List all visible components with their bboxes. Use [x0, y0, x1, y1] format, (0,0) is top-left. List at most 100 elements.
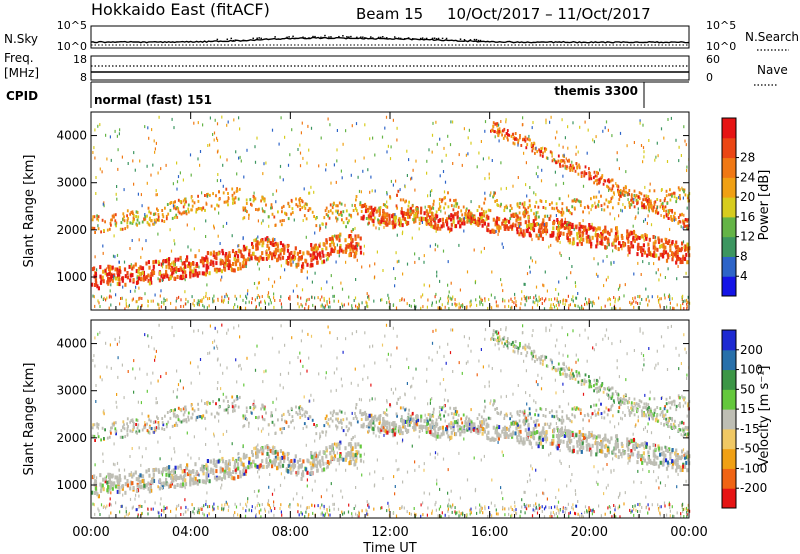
power-cell	[632, 235, 635, 240]
power-cell	[205, 235, 207, 238]
power-cell	[159, 271, 162, 276]
power-cell	[501, 133, 503, 137]
velocity-cell	[535, 441, 538, 446]
power-cell	[582, 307, 584, 311]
velocity-cell	[273, 423, 276, 427]
velocity-cell	[205, 478, 208, 483]
power-cell	[94, 304, 96, 308]
power-cell	[323, 216, 326, 220]
power-cell	[488, 156, 490, 160]
power-cell	[144, 213, 146, 216]
power-cell	[129, 247, 131, 250]
power-cell	[223, 267, 227, 272]
freq-label: Freq.	[4, 51, 34, 65]
power-cell	[537, 165, 539, 169]
power-cell	[510, 206, 513, 210]
power-cell	[289, 153, 291, 157]
power-cell	[279, 299, 281, 302]
power-cell	[591, 235, 594, 240]
velocity-cell	[617, 410, 620, 414]
power-cell	[683, 222, 686, 226]
power-cell	[678, 145, 680, 149]
power-cell	[264, 237, 267, 242]
power-cell	[173, 239, 175, 243]
power-cell	[674, 217, 677, 221]
power-cell	[204, 208, 206, 212]
power-cell	[165, 259, 168, 263]
power-cell	[398, 259, 400, 263]
velocity-cell	[572, 445, 575, 450]
power-cell	[566, 223, 568, 227]
power-cell	[445, 219, 448, 224]
power-cell	[443, 146, 445, 150]
power-cell	[300, 131, 302, 135]
power-cell	[128, 303, 130, 307]
power-cell	[524, 212, 526, 216]
power-cell	[355, 195, 358, 198]
power-cell	[105, 267, 108, 271]
velocity-cell	[459, 432, 462, 437]
power-cell	[454, 302, 456, 306]
power-cell	[358, 306, 360, 310]
power-cell	[438, 306, 440, 310]
power-cell	[657, 295, 659, 299]
power-cell	[157, 209, 159, 212]
power-cell	[364, 123, 366, 127]
power-cell	[124, 282, 127, 287]
power-cell	[265, 203, 267, 207]
power-cell	[484, 197, 487, 201]
noise-point	[431, 37, 434, 40]
velocity-cell	[240, 462, 243, 467]
velocity-cell	[173, 414, 175, 418]
velocity-cell	[195, 470, 198, 475]
power-cell	[426, 213, 429, 218]
power-cell	[176, 206, 179, 210]
power-cell	[666, 160, 669, 163]
velocity-cell	[287, 469, 290, 474]
velocity-cell	[277, 418, 279, 422]
power-cell	[643, 155, 645, 159]
power-cell	[168, 276, 171, 281]
power-cell	[140, 276, 143, 281]
power-cell	[396, 193, 398, 197]
power-cell	[254, 197, 257, 201]
velocity-cell	[478, 429, 481, 434]
velocity-cell	[233, 399, 236, 403]
velocity-cell	[618, 449, 621, 454]
velocity-cell	[399, 406, 402, 410]
velocity-cell	[685, 460, 688, 465]
velocity-cell	[272, 451, 275, 455]
power-cell	[201, 256, 204, 261]
velocity-cell	[360, 424, 363, 429]
power-cell	[438, 197, 441, 201]
power-cell	[144, 292, 146, 296]
power-cell	[543, 214, 546, 218]
power-y-tick-label: 2000	[56, 223, 87, 237]
velocity-cell	[354, 453, 357, 458]
power-cell	[117, 148, 119, 152]
power-cell	[636, 201, 639, 205]
power-cell	[604, 245, 607, 250]
velocity-cell	[279, 456, 282, 461]
power-cell	[656, 205, 658, 209]
power-cell	[562, 145, 564, 149]
power-cell	[185, 258, 188, 263]
power-cell	[578, 166, 581, 170]
power-cell	[299, 164, 302, 168]
velocity-cell	[276, 456, 279, 461]
power-cell	[245, 198, 248, 202]
power-cell	[525, 161, 527, 165]
power-cell	[520, 302, 522, 306]
power-cell	[678, 194, 681, 197]
power-cell	[141, 266, 145, 271]
power-cell	[128, 264, 131, 269]
velocity-cell	[533, 431, 536, 436]
power-cell	[316, 252, 319, 257]
power-cell	[172, 204, 174, 208]
velocity-cell	[129, 420, 132, 424]
power-cell	[137, 192, 139, 196]
power-cell	[325, 222, 328, 226]
power-cell	[315, 248, 318, 253]
power-cell	[114, 255, 116, 259]
velocity-cell	[433, 433, 436, 438]
